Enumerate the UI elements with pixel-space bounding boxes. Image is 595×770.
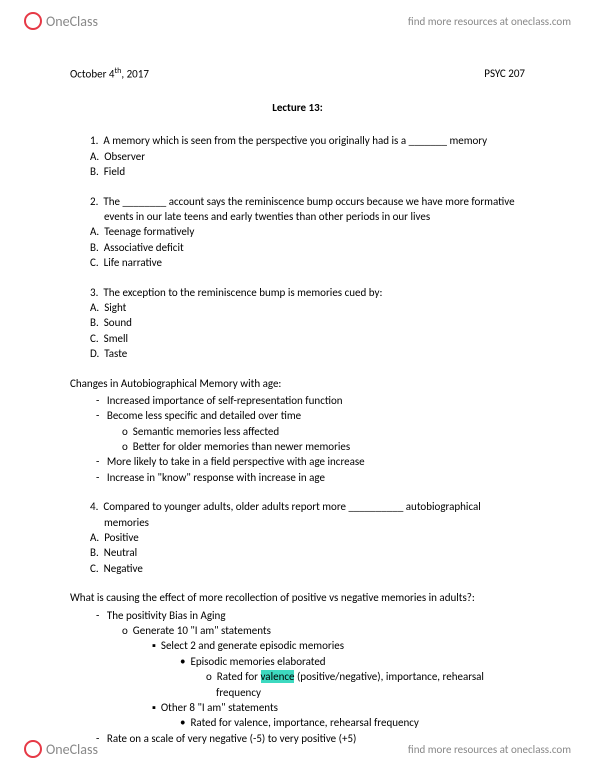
s2-b1-1-2: ▪ Other 8 "I am" statements bbox=[70, 700, 525, 715]
q4-opt-c: C. Negative bbox=[84, 561, 525, 576]
q3-opt-a: A. Sight bbox=[84, 300, 525, 315]
q2-opt-a: A. Teenage formatively bbox=[84, 224, 525, 239]
q4-opt-a: A. Positive bbox=[84, 530, 525, 545]
s2-b1: - The positivity Bias in Aging bbox=[70, 608, 525, 623]
brand-logo-footer: OneClass bbox=[24, 740, 98, 758]
q2-opt-b: B. Associative deficit bbox=[84, 240, 525, 255]
highlight-valence: valence bbox=[261, 670, 295, 683]
q4-text: 4. Compared to younger adults, older adu… bbox=[84, 499, 525, 530]
q1-opt-b: B. Field bbox=[84, 164, 525, 179]
s1-b1: - Increased importance of self-represent… bbox=[70, 393, 525, 408]
s2-b1-1-1-1: • Episodic memories elaborated bbox=[70, 654, 525, 669]
date-prefix: October 4 bbox=[70, 68, 114, 81]
q3-text: 3. The exception to the reminiscence bum… bbox=[84, 285, 525, 300]
header-tagline: find more resources at oneclass.com bbox=[408, 15, 571, 28]
question-3: 3. The exception to the reminiscence bum… bbox=[70, 285, 525, 362]
section2-head: What is causing the effect of more recol… bbox=[70, 590, 525, 605]
footer-tagline: find more resources at oneclass.com bbox=[408, 743, 571, 756]
q1-opt-a: A. Observer bbox=[84, 149, 525, 164]
q1-text: 1. A memory which is seen from the persp… bbox=[84, 133, 525, 148]
q2-opt-c: C. Life narrative bbox=[84, 255, 525, 270]
meta-row: October 4th, 2017 PSYC 207 bbox=[70, 66, 525, 82]
page-header: OneClass find more resources at oneclass… bbox=[0, 0, 595, 38]
lecture-title: Lecture 13: bbox=[70, 100, 525, 115]
s2-b1-1-2-1: • Rated for valence, importance, rehears… bbox=[70, 715, 525, 730]
q3-opt-d: D. Taste bbox=[84, 346, 525, 361]
q2-text: 2. The ________ account says the reminis… bbox=[84, 194, 525, 225]
question-1: 1. A memory which is seen from the persp… bbox=[70, 133, 525, 179]
s2-rated: o Rated for valence (positive/negative),… bbox=[70, 669, 525, 700]
s1-b4: - Increase in "know" response with incre… bbox=[70, 470, 525, 485]
brand-logo: OneClass bbox=[24, 12, 98, 30]
q4-opt-b: B. Neutral bbox=[84, 545, 525, 560]
q3-opt-b: B. Sound bbox=[84, 315, 525, 330]
date: October 4th, 2017 bbox=[70, 66, 149, 82]
date-suffix: , 2017 bbox=[121, 68, 149, 81]
brand-name-footer: OneClass bbox=[46, 741, 98, 758]
s1-b2-1: o Semantic memories less affected bbox=[70, 424, 525, 439]
q3-opt-c: C. Smell bbox=[84, 331, 525, 346]
s1-b2-2: o Better for older memories than newer m… bbox=[70, 439, 525, 454]
question-2: 2. The ________ account says the reminis… bbox=[70, 194, 525, 271]
logo-icon bbox=[24, 740, 42, 758]
page-footer: OneClass find more resources at oneclass… bbox=[0, 732, 595, 770]
course-code: PSYC 207 bbox=[484, 66, 525, 82]
question-4: 4. Compared to younger adults, older adu… bbox=[70, 499, 525, 576]
brand-name: OneClass bbox=[46, 13, 98, 30]
s2-b1-1: o Generate 10 "I am" statements bbox=[70, 623, 525, 638]
s1-b2: - Become less specific and detailed over… bbox=[70, 408, 525, 423]
document-body: October 4th, 2017 PSYC 207 Lecture 13: 1… bbox=[0, 38, 595, 746]
s1-b3: - More likely to take in a field perspec… bbox=[70, 454, 525, 469]
s2-b1-1-1: ▪ Select 2 and generate episodic memorie… bbox=[70, 638, 525, 653]
section1-head: Changes in Autobiographical Memory with … bbox=[70, 376, 525, 391]
logo-icon bbox=[24, 12, 42, 30]
